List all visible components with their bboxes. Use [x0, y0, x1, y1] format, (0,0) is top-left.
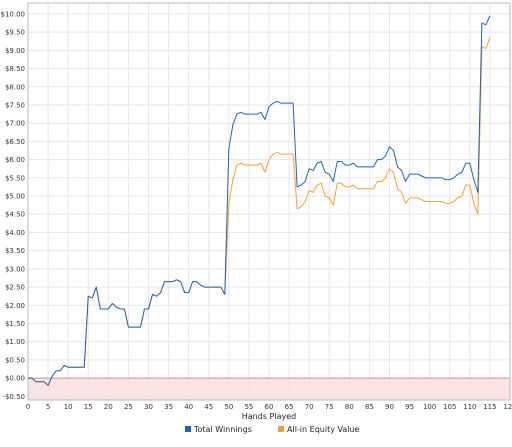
y-tick-label: $5.50 — [5, 174, 25, 182]
x-tick-label: 115 — [483, 403, 496, 411]
y-tick-label: $6.00 — [5, 156, 25, 164]
legend-swatch — [278, 426, 284, 432]
x-tick-label: 35 — [164, 403, 173, 411]
plot-frame — [27, 2, 511, 401]
x-tick-label: 55 — [244, 403, 253, 411]
y-tick-label: $6.50 — [5, 138, 25, 146]
x-tick-label: 40 — [184, 403, 193, 411]
y-tick-label: $2.00 — [5, 302, 25, 310]
y-tick-label: $2.50 — [5, 284, 25, 292]
x-tick-label: 60 — [265, 403, 274, 411]
y-tick-label: $10.00 — [1, 10, 26, 18]
x-axis-title: Hands Played — [242, 412, 296, 421]
x-tick-label: 105 — [443, 403, 456, 411]
y-tick-label: $1.50 — [5, 320, 25, 328]
y-tick-label: $3.50 — [5, 247, 25, 255]
x-tick-label: 30 — [144, 403, 153, 411]
legend-label: All-in Equity Value — [287, 425, 360, 434]
x-tick-label: 100 — [423, 403, 436, 411]
y-tick-label: $7.50 — [5, 101, 25, 109]
x-tick-label: 85 — [365, 403, 374, 411]
y-tick-label: $1.00 — [5, 338, 25, 346]
legend-swatch — [185, 426, 191, 432]
x-tick-label: 90 — [385, 403, 394, 411]
y-tick-label: $4.00 — [5, 229, 25, 237]
y-tick-label: $8.50 — [5, 65, 25, 73]
legend-label: Total Winnings — [193, 425, 252, 434]
x-tick-label: 120 — [503, 403, 512, 411]
y-tick-label: $8.00 — [5, 83, 25, 91]
x-tick-label: 15 — [84, 403, 93, 411]
y-tick-label: $7.00 — [5, 120, 25, 128]
x-tick-label: 95 — [405, 403, 414, 411]
x-tick-label: 80 — [345, 403, 354, 411]
y-tick-label: -$0.50 — [2, 393, 25, 401]
y-tick-label: $3.00 — [5, 265, 25, 273]
series-line-total-winnings — [28, 15, 491, 386]
x-tick-label: 10 — [64, 403, 73, 411]
x-tick-label: 25 — [124, 403, 133, 411]
y-tick-label: $5.00 — [5, 193, 25, 201]
x-tick-label: 45 — [204, 403, 213, 411]
x-tick-label: 0 — [26, 403, 30, 411]
y-tick-label: $0.00 — [5, 375, 25, 383]
y-tick-label: $9.50 — [5, 29, 25, 37]
y-tick-label: $4.50 — [5, 211, 25, 219]
x-tick-label: 5 — [46, 403, 50, 411]
x-tick-label: 75 — [325, 403, 334, 411]
y-tick-label: $0.50 — [5, 356, 25, 364]
x-tick-label: 65 — [285, 403, 294, 411]
x-tick-label: 50 — [224, 403, 233, 411]
x-tick-label: 110 — [463, 403, 476, 411]
x-tick-label: 70 — [305, 403, 314, 411]
y-tick-label: $9.00 — [5, 47, 25, 55]
x-tick-label: 20 — [104, 403, 113, 411]
